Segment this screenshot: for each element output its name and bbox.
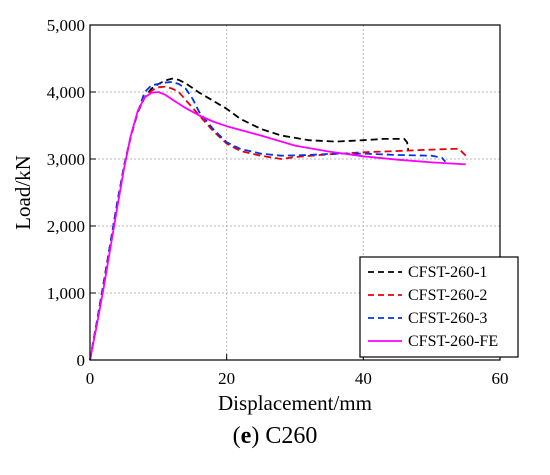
x-tick-label: 60 (492, 369, 509, 388)
y-tick-label: 1,000 (47, 284, 85, 303)
legend-label-4: CFST-260-FE (408, 333, 498, 350)
legend-label-2: CFST-260-2 (408, 287, 487, 304)
figure-caption: (e) C260 (232, 423, 318, 449)
plot-frame (89, 24, 501, 361)
y-tick-label: 2,000 (47, 217, 85, 236)
caption-text: C260 (265, 423, 318, 449)
legend-label-1: CFST-260-1 (408, 264, 487, 281)
y-tick-label: 0 (77, 351, 86, 370)
x-tick-label: 20 (218, 369, 235, 388)
y-axis-title: Load/kN (11, 155, 35, 230)
axes: 0 20 40 60 0 1,000 2,000 3,000 4,000 5,000 Displac… (11, 16, 509, 415)
y-tick-label: 4,000 (47, 83, 85, 102)
x-tick-label: 40 (355, 369, 372, 388)
legend-label-3: CFST-260-3 (408, 310, 487, 327)
series-line-2 (89, 85, 467, 361)
series-lines (89, 77, 467, 361)
legend: CFST-260-1 CFST-260-2 CFST-260-3 CFST-260-F… (359, 256, 519, 358)
x-axis-title: Displacement/mm (218, 391, 372, 415)
series-line-4 (89, 91, 466, 361)
caption-letter: e (240, 423, 252, 449)
y-tick-label: 5,000 (47, 16, 85, 35)
x-tick-label: 0 (86, 369, 95, 388)
y-tick-label: 3,000 (47, 150, 85, 169)
